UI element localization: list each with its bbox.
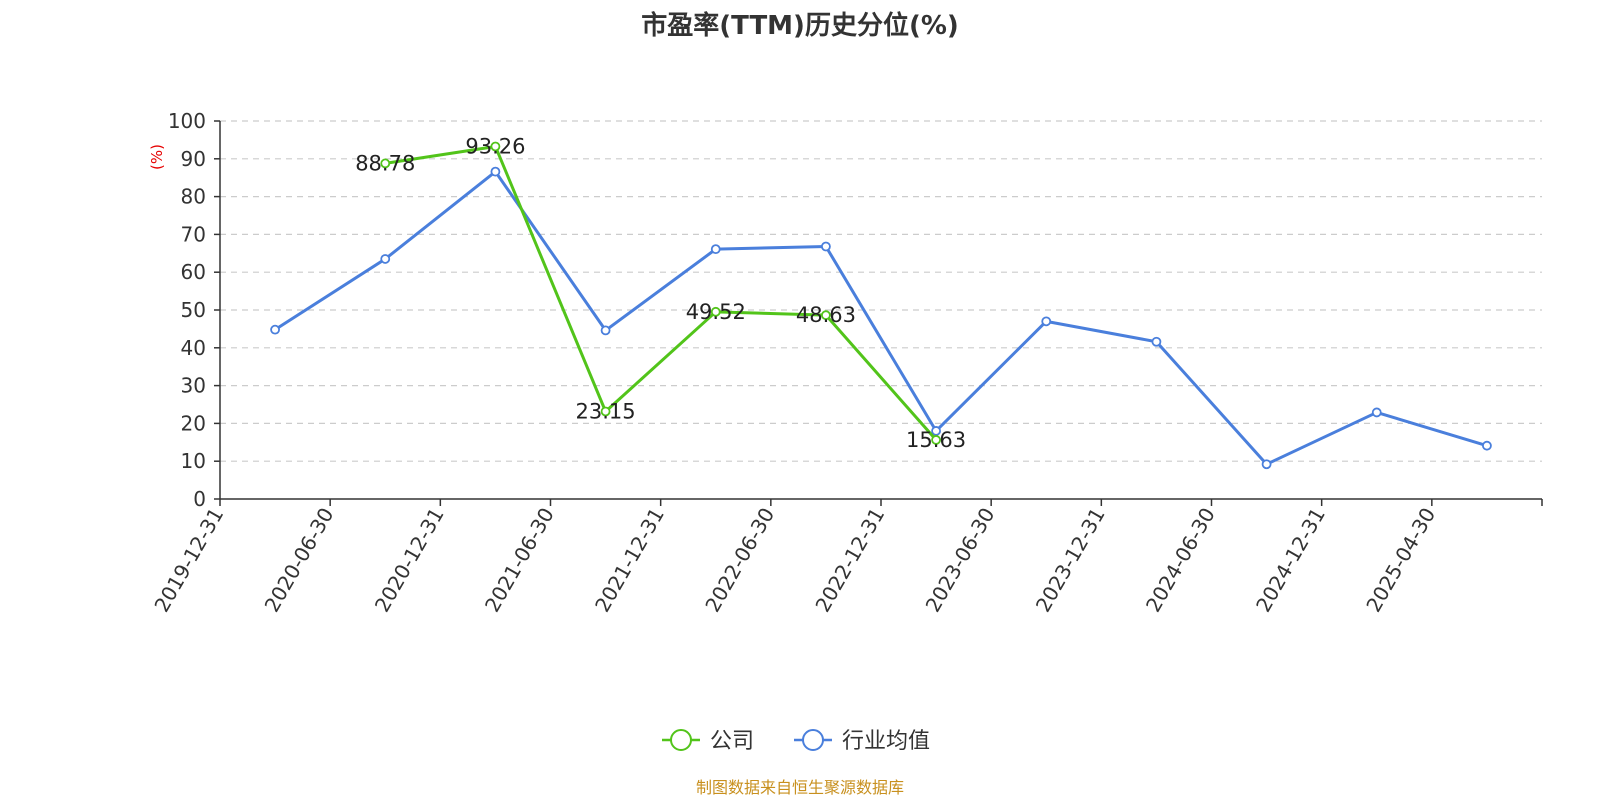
y-tick-label: 90 — [181, 147, 206, 171]
grid — [220, 120, 1542, 462]
data-point — [600, 325, 611, 336]
data-label: 15.63 — [906, 428, 966, 452]
data-point — [931, 426, 941, 436]
y-tick-label: 50 — [181, 298, 206, 322]
data-point — [380, 158, 391, 169]
data-point — [1371, 407, 1382, 418]
data-point — [270, 324, 280, 335]
legend[interactable]: 公司 行业均值 — [662, 729, 930, 754]
data-point — [710, 306, 721, 317]
x-tick-label: 2020-06-30 — [260, 504, 339, 617]
x-tick-label: 2022-12-31 — [810, 504, 889, 617]
y-tick-label: 70 — [181, 222, 206, 246]
data-point — [1041, 316, 1052, 327]
y-tick-label: 60 — [181, 260, 206, 284]
data-labels: 88.78 93.26 23.15 49.52 48.63 15.63 — [355, 134, 966, 451]
legend-label: 行业均值 — [842, 729, 930, 754]
series — [270, 141, 1492, 470]
y-axis-label: (%) — [148, 144, 166, 170]
x-tick-label: 2020-12-31 — [370, 504, 449, 617]
data-point — [710, 244, 721, 255]
y-tick-label: 20 — [181, 411, 206, 435]
data-label: 23.15 — [576, 399, 636, 423]
legend-item-industry-average[interactable]: 行业均值 — [794, 729, 930, 754]
x-tick-label: 2019-12-31 — [149, 504, 228, 617]
y-tick-label: 0 — [193, 487, 206, 511]
y-tick-label: 80 — [181, 185, 206, 209]
data-point — [600, 406, 611, 417]
legend-marker-icon — [802, 729, 824, 751]
data-point — [821, 241, 831, 252]
y-tick-label: 10 — [181, 449, 206, 473]
data-point — [821, 310, 831, 321]
x-tick-label: 2022-06-30 — [700, 504, 779, 617]
data-label: 48.63 — [796, 303, 856, 327]
x-tick-label: 2024-12-31 — [1251, 504, 1330, 617]
x-tick-label: 2021-06-30 — [480, 504, 559, 617]
x-tick-label: 2021-12-31 — [590, 504, 669, 617]
series-line — [274, 170, 1488, 466]
x-tick-label: 2023-06-30 — [921, 504, 1000, 617]
data-point — [490, 166, 501, 177]
data-point — [490, 141, 501, 152]
source-note: 制图数据来自恒生聚源数据库 — [696, 778, 904, 797]
x-tick-label: 2023-12-31 — [1031, 504, 1110, 617]
legend-item-company[interactable]: 公司 — [662, 729, 754, 754]
data-label: 49.52 — [686, 300, 746, 324]
legend-marker-icon — [670, 729, 692, 751]
series-company — [380, 141, 941, 445]
y-tick-label: 100 — [168, 109, 206, 133]
x-tick-label: 2025-04-30 — [1361, 504, 1440, 617]
data-point — [1151, 336, 1162, 347]
series-industry-average — [270, 166, 1492, 470]
y-tick-label: 40 — [181, 336, 206, 360]
y-tick-label: 30 — [181, 374, 206, 398]
data-point — [931, 435, 941, 445]
data-label: 88.78 — [355, 151, 415, 175]
axes: 0 10 20 30 40 50 60 70 80 90 100 2019-12-31 2020-06-… — [149, 109, 1543, 617]
legend-label: 公司 — [710, 729, 754, 754]
x-tick-label: 2024-06-30 — [1141, 504, 1220, 617]
data-point — [1482, 440, 1492, 451]
data-point — [1261, 459, 1272, 470]
data-point — [380, 254, 391, 264]
data-label: 93.26 — [465, 134, 525, 158]
chart-title: 市盈率(TTM)历史分位(%) — [641, 10, 959, 41]
series-line — [385, 144, 938, 441]
